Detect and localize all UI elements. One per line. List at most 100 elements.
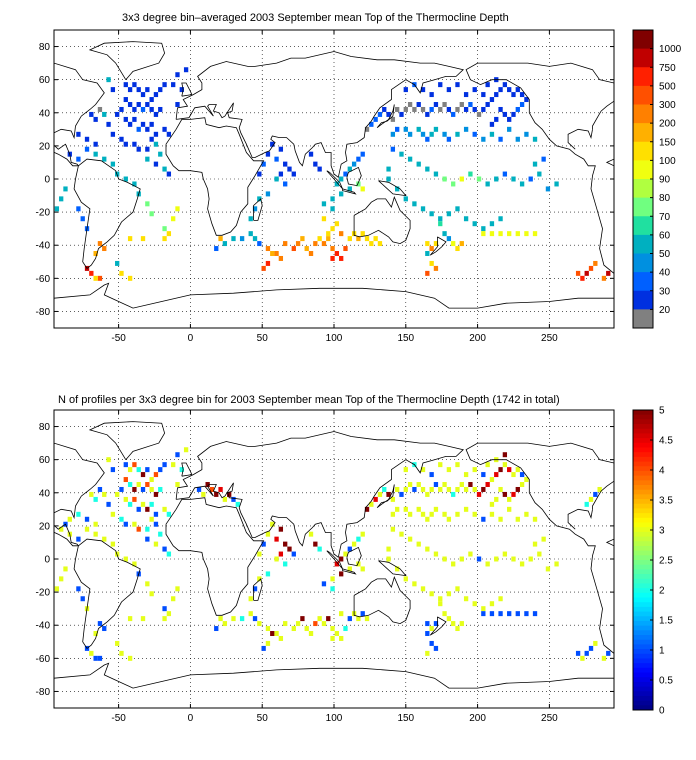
data-cell xyxy=(399,491,404,497)
data-cell xyxy=(274,176,279,182)
data-cell xyxy=(481,486,486,492)
data-cell xyxy=(136,482,141,487)
data-cell xyxy=(446,136,452,142)
data-cell xyxy=(481,606,486,612)
data-cell xyxy=(123,496,128,502)
data-cell xyxy=(304,626,309,632)
colorbar-label: 20 xyxy=(659,305,671,316)
data-cell xyxy=(425,491,430,497)
data-cell xyxy=(468,102,473,107)
data-cell xyxy=(360,611,365,617)
data-cell xyxy=(425,631,430,636)
x-tick-label: -50 xyxy=(111,713,126,724)
data-cell xyxy=(321,581,327,587)
data-cell xyxy=(339,231,344,237)
data-cell xyxy=(485,462,490,468)
data-cell xyxy=(451,241,456,247)
x-tick-label: 0 xyxy=(188,713,194,724)
data-cell xyxy=(119,486,124,492)
data-cell xyxy=(274,156,279,162)
data-cell xyxy=(356,561,361,567)
data-cell xyxy=(265,531,271,537)
colorbar-segment xyxy=(633,485,653,491)
data-cell xyxy=(472,467,477,473)
data-cell xyxy=(455,586,460,592)
data-cell xyxy=(59,196,64,202)
coastline xyxy=(605,158,614,167)
data-cell xyxy=(442,131,447,137)
count-chart-title: N of profiles per 3x3 degree bin for 200… xyxy=(58,394,560,406)
data-cell xyxy=(278,171,284,177)
data-cell xyxy=(507,116,512,122)
coastline xyxy=(326,170,343,190)
data-cell xyxy=(399,111,404,117)
data-cell xyxy=(356,156,361,162)
data-cell xyxy=(343,551,348,557)
data-cell xyxy=(511,111,516,117)
data-cell xyxy=(519,92,525,98)
data-cell xyxy=(339,635,344,641)
data-cell xyxy=(145,102,150,107)
data-cell xyxy=(463,216,469,222)
data-cell xyxy=(334,561,340,567)
data-cell xyxy=(451,621,456,627)
data-cell xyxy=(106,77,111,83)
data-cell xyxy=(231,496,236,502)
data-cell xyxy=(291,246,296,252)
colorbar-segment xyxy=(633,564,653,570)
data-cell xyxy=(274,556,279,562)
data-cell xyxy=(218,486,223,492)
data-cell xyxy=(485,102,490,107)
data-cell xyxy=(347,616,352,622)
data-cell xyxy=(257,551,262,557)
colorbar-segment xyxy=(633,616,653,622)
data-cell xyxy=(145,581,150,587)
data-cell xyxy=(300,616,305,622)
data-cell xyxy=(231,616,236,622)
coastline xyxy=(54,62,105,167)
colorbar-segment xyxy=(633,630,653,636)
data-cell xyxy=(123,556,128,562)
data-cell xyxy=(115,491,120,497)
data-cell xyxy=(295,621,301,627)
data-cell xyxy=(123,477,128,483)
data-cell xyxy=(339,611,344,617)
data-cell xyxy=(364,616,370,622)
data-cell xyxy=(214,626,219,632)
data-cell xyxy=(132,486,137,492)
data-cell xyxy=(429,260,434,266)
x-tick-label: 200 xyxy=(469,333,486,344)
data-cell xyxy=(59,576,64,582)
data-cell xyxy=(127,236,133,242)
data-cell xyxy=(136,467,141,473)
coastline xyxy=(175,431,465,559)
data-cell xyxy=(317,546,322,552)
colorbar-segment xyxy=(633,620,653,627)
data-cell xyxy=(584,501,589,507)
data-cell xyxy=(84,136,90,142)
data-cell xyxy=(59,526,64,532)
data-cell xyxy=(321,241,327,247)
colorbar-segment xyxy=(633,560,653,566)
coastline xyxy=(378,180,407,197)
data-cell xyxy=(321,216,327,222)
colorbar-label: 2.5 xyxy=(659,556,673,567)
colorbar-segment xyxy=(633,574,653,580)
data-cell xyxy=(420,586,426,592)
data-cell xyxy=(93,151,98,157)
data-cell xyxy=(106,457,111,463)
coastline xyxy=(465,62,614,274)
data-cell xyxy=(386,166,391,172)
coastline xyxy=(592,480,614,510)
data-cell xyxy=(472,221,477,227)
data-cell xyxy=(166,511,172,517)
colorbar-segment xyxy=(633,447,653,453)
data-cell xyxy=(132,82,137,88)
data-cell xyxy=(438,106,443,112)
data-cell xyxy=(455,106,460,112)
y-tick-label: 0 xyxy=(44,555,50,566)
data-cell xyxy=(93,275,98,281)
data-cell xyxy=(127,121,133,127)
colorbar-label: 70 xyxy=(659,212,671,223)
data-cell xyxy=(459,102,464,107)
